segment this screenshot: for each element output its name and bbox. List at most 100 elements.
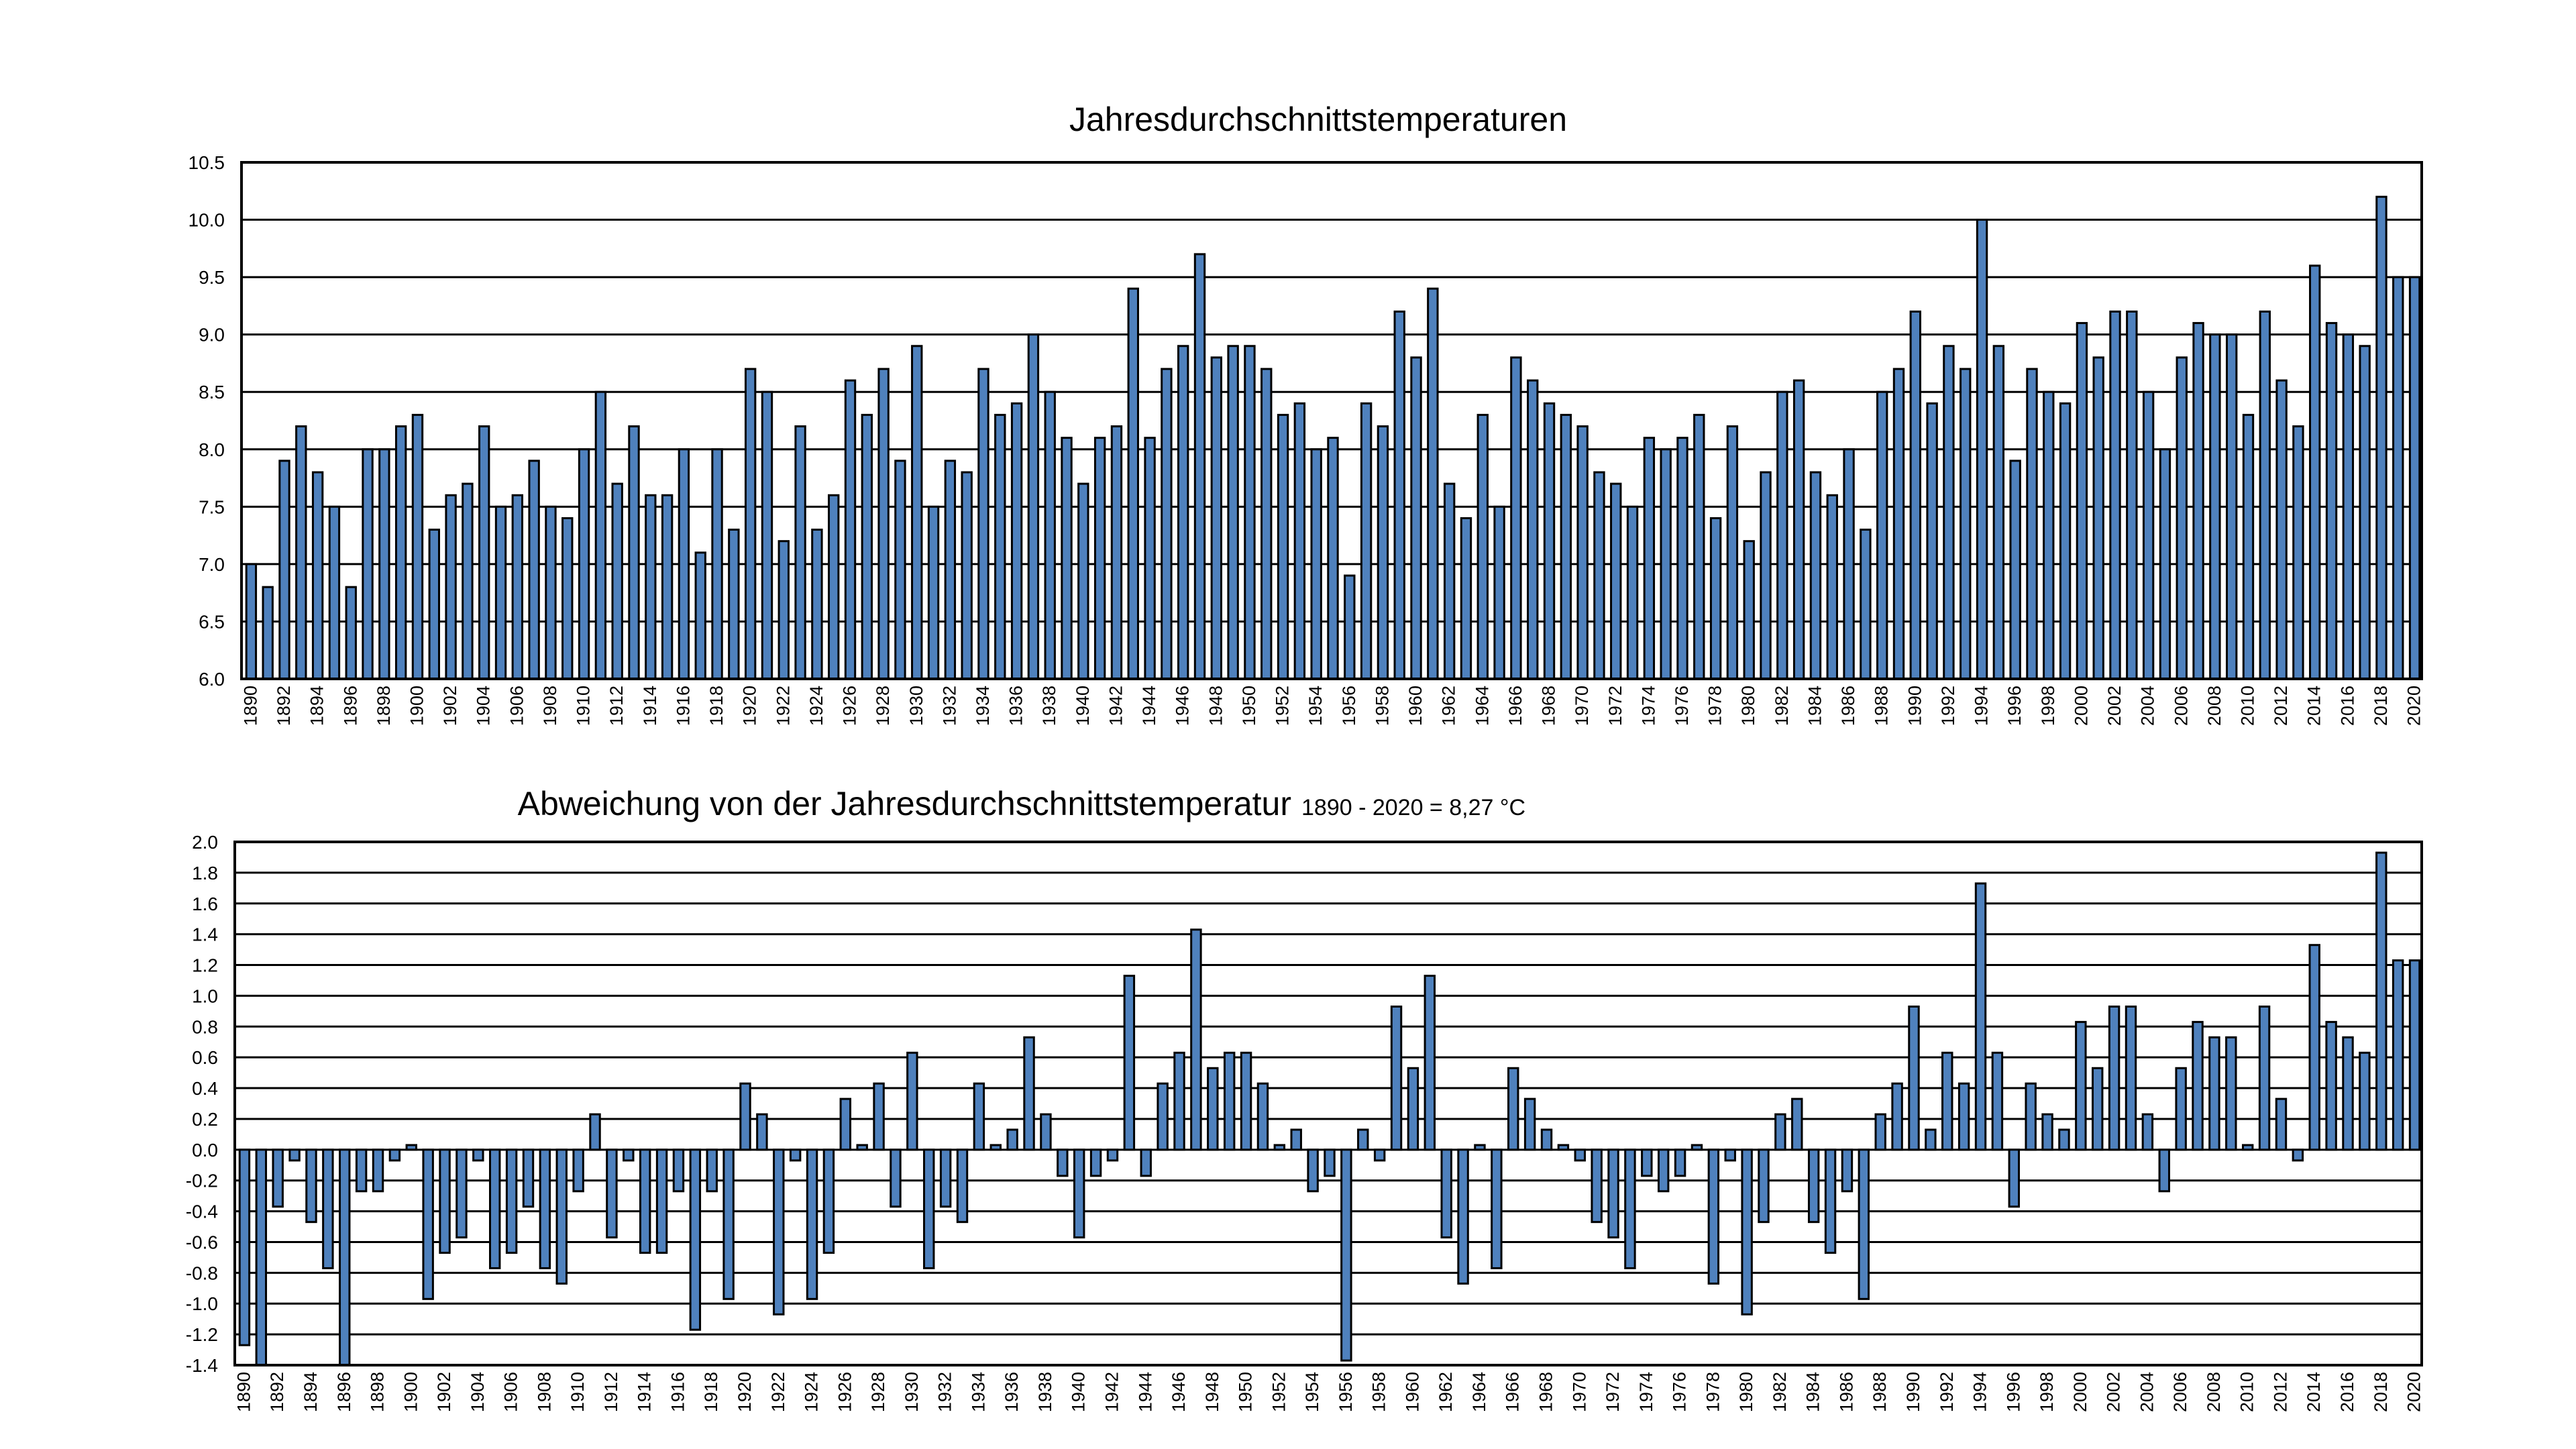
bar-1921 <box>761 390 773 680</box>
bar-1933 <box>961 471 973 680</box>
bar-1961 <box>1424 975 1436 1151</box>
x-tick-label: 1920 <box>740 686 760 726</box>
bar-1960 <box>1410 356 1422 680</box>
bar-1977 <box>1693 413 1705 680</box>
bar-1903 <box>455 1148 468 1239</box>
x-tick-label: 1988 <box>1872 686 1892 726</box>
x-tick-label: 1962 <box>1436 1372 1456 1412</box>
bar-1962 <box>1443 482 1456 680</box>
bar-2003 <box>2126 310 2138 680</box>
x-tick-label: 1942 <box>1102 1372 1122 1412</box>
x-tick-label: 2004 <box>2138 686 2158 726</box>
x-tick-label: 1912 <box>606 686 627 726</box>
y-tick-label: 0.4 <box>192 1078 218 1099</box>
x-tick-label: 1902 <box>440 686 460 726</box>
x-tick-label: 2014 <box>2304 1372 2324 1412</box>
x-tick-label: 1904 <box>474 686 494 726</box>
bar-1996 <box>2009 460 2021 680</box>
bar-2018 <box>2375 851 2387 1151</box>
bar-1950 <box>1244 345 1256 680</box>
x-tick-label: 1892 <box>267 1372 287 1412</box>
bar-1912 <box>611 482 623 680</box>
bar-1934 <box>977 368 989 680</box>
bar-1939 <box>1057 1148 1069 1177</box>
bar-1945 <box>1161 368 1173 680</box>
x-tick-label: 1954 <box>1302 1372 1322 1412</box>
bar-1971 <box>1593 471 1605 680</box>
x-tick-label: 1948 <box>1202 1372 1222 1412</box>
bar-1895 <box>328 505 341 680</box>
bar-1928 <box>877 368 890 680</box>
bar-1927 <box>856 1144 868 1151</box>
bar-2015 <box>2325 1020 2337 1151</box>
chart1-y-axis: 6.0 6.5 7.0 7.5 8.0 8.5 9.0 9.5 10.0 10.5 <box>189 152 225 690</box>
y-tick-label: -0.2 <box>186 1171 218 1191</box>
x-tick-label: 1970 <box>1569 1372 1589 1412</box>
bar-1942 <box>1110 425 1123 680</box>
bar-1935 <box>994 413 1006 680</box>
x-tick-label: 2010 <box>2238 686 2258 726</box>
bar-1931 <box>927 505 940 680</box>
x-tick-label: 1948 <box>1205 686 1226 726</box>
bar-1937 <box>1027 333 1040 680</box>
x-tick-label: 2012 <box>2271 686 2291 726</box>
x-tick-label: 1932 <box>939 686 959 726</box>
x-tick-label: 1934 <box>973 686 993 726</box>
y-tick-label: 10.0 <box>189 210 225 231</box>
bar-1951 <box>1260 368 1273 680</box>
bar-1905 <box>494 505 507 680</box>
bar-1899 <box>388 1148 401 1162</box>
annual-temperature-chart: Jahresdurchschnittstemperaturen 6.0 6.5 7.… <box>189 101 2424 726</box>
x-tick-label: 1968 <box>1536 1372 1556 1412</box>
bar-1944 <box>1144 437 1156 680</box>
bar-1923 <box>794 425 806 680</box>
bar-1909 <box>561 517 574 680</box>
x-tick-label: 1936 <box>1006 686 1026 726</box>
x-tick-label: 1946 <box>1169 1372 1189 1412</box>
y-tick-label: 1.2 <box>192 955 218 976</box>
bar-2012 <box>2275 1097 2288 1151</box>
x-tick-label: 1914 <box>635 1372 655 1412</box>
bar-1894 <box>305 1148 317 1224</box>
x-tick-label: 1994 <box>1970 1372 1990 1412</box>
x-tick-label: 2002 <box>2104 686 2125 726</box>
x-tick-label: 2018 <box>2371 1372 2391 1412</box>
x-tick-label: 1990 <box>1903 1372 1923 1412</box>
bar-1903 <box>462 482 474 680</box>
x-tick-label: 1896 <box>340 686 360 726</box>
x-tick-label: 1924 <box>806 686 826 726</box>
bar-1943 <box>1123 975 1136 1151</box>
bar-1967 <box>1523 1097 1536 1151</box>
x-tick-label: 1980 <box>1738 686 1758 726</box>
bar-1997 <box>2026 368 2038 680</box>
bar-1945 <box>1157 1082 1169 1151</box>
x-tick-label: 1952 <box>1269 1372 1289 1412</box>
bar-1981 <box>1760 471 1772 680</box>
bar-1917 <box>694 551 706 680</box>
bar-2008 <box>2208 1036 2220 1151</box>
bar-1908 <box>545 505 557 680</box>
bar-2010 <box>2241 1144 2254 1151</box>
bar-1963 <box>1460 517 1472 680</box>
y-tick-label: 10.5 <box>189 152 225 173</box>
bar-1952 <box>1273 1144 1286 1151</box>
bar-1953 <box>1293 402 1306 680</box>
bar-2018 <box>2375 195 2387 680</box>
y-tick-label: -0.6 <box>186 1232 218 1252</box>
bar-1954 <box>1310 448 1322 680</box>
x-tick-label: 1984 <box>1803 1372 1823 1412</box>
bar-1973 <box>1624 1148 1636 1269</box>
bar-1904 <box>478 425 490 680</box>
x-tick-label: 1992 <box>1937 1372 1957 1412</box>
x-tick-label: 1982 <box>1772 686 1792 726</box>
x-tick-label: 1966 <box>1503 1372 1523 1412</box>
bar-1988 <box>1876 390 1888 680</box>
bar-1957 <box>1357 1128 1369 1151</box>
bar-1953 <box>1290 1128 1302 1151</box>
bar-1991 <box>1926 402 1938 680</box>
bar-1946 <box>1177 345 1189 680</box>
bar-1898 <box>372 1148 384 1193</box>
bar-1892 <box>272 1148 284 1208</box>
bar-1949 <box>1223 1051 1236 1151</box>
bar-1994 <box>1974 882 1987 1151</box>
